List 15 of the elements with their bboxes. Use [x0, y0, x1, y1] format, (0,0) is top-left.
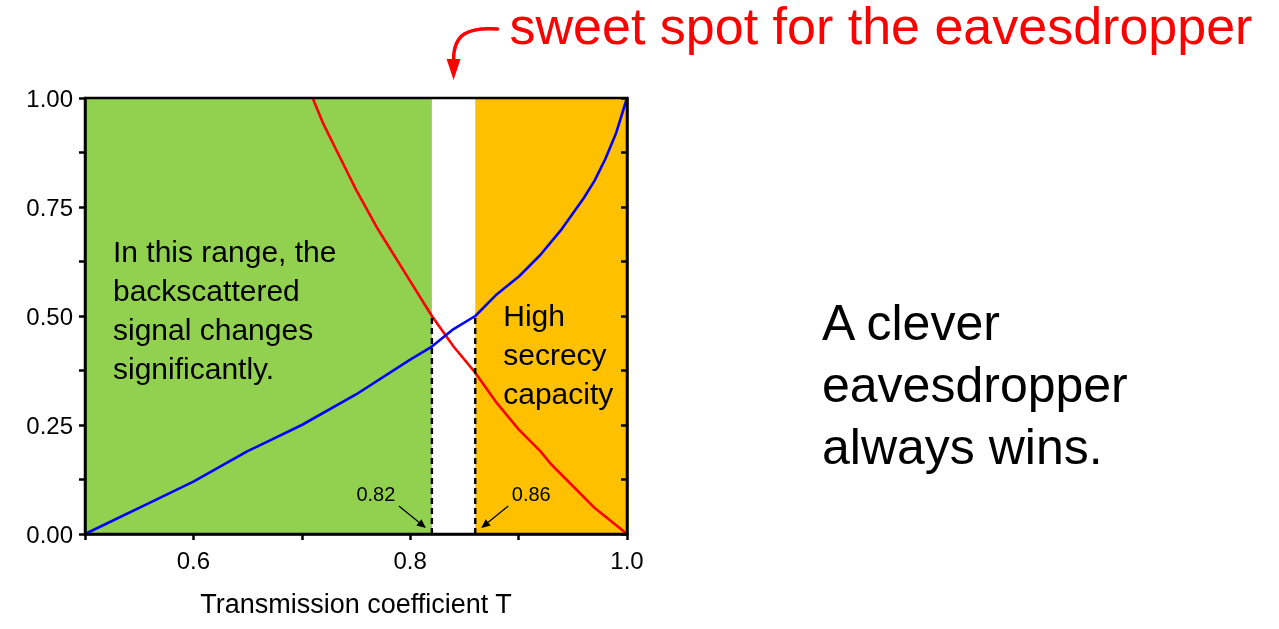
y-tick-label: 0.00: [26, 520, 73, 548]
annotation: 0.82: [356, 483, 396, 505]
x-tick-label: 0.8: [393, 546, 427, 574]
band-label: High secrecy capacity: [503, 298, 615, 410]
text: sweet spot for the eavesdropper: [509, 0, 1253, 56]
y-tick-label: 0.50: [26, 302, 73, 330]
band-label: In this range, the backscattered signal changes significantly.: [113, 235, 345, 385]
text: A clever eavesdropper always wins.: [822, 294, 1129, 477]
y-tick-label: 1.00: [26, 84, 73, 112]
y-tick-label: 0.75: [26, 193, 73, 221]
annotation: 0.86: [511, 483, 551, 505]
x-tick-label: 0.6: [176, 546, 211, 574]
x-axis-title: Transmission coefficient T: [200, 588, 512, 619]
y-tick-label: 0.25: [26, 411, 73, 439]
x-tick-label: 1.0: [610, 546, 644, 574]
